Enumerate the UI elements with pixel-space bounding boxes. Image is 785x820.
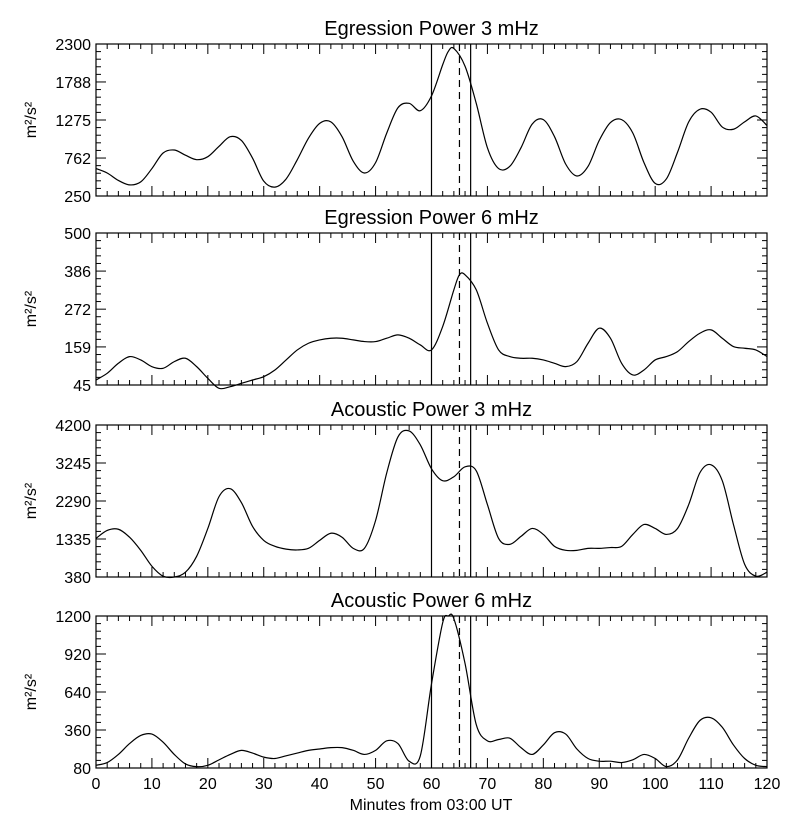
chart-panel-3: Acoustic Power 3 mHz 380 1335 2290 3245 4200 m… [23, 399, 768, 587]
x-tick-label: 120 [754, 776, 781, 793]
y-tick-label: 380 [64, 570, 91, 587]
y-tick-label: 920 [64, 647, 91, 664]
x-tick-label: 110 [698, 776, 724, 793]
y-tick-label: 4200 [55, 418, 91, 435]
y-tick-label: 3245 [55, 456, 91, 473]
y-tick-label: 360 [64, 723, 91, 740]
y-tick-label: 386 [64, 264, 91, 281]
y-tick-label: 2290 [55, 494, 91, 511]
x-tick-label: 100 [642, 776, 669, 793]
chart-panel-4: Acoustic Power 6 mHz803606409201200m²/s²… [23, 590, 780, 793]
x-tick-label: 70 [479, 776, 497, 793]
series-line-1 [95, 613, 768, 768]
x-tick-label: 50 [367, 776, 385, 793]
chart-title: Egression Power 6 mHz [324, 207, 539, 229]
y-tick-label: 45 [73, 378, 91, 395]
x-tick-label: 90 [590, 776, 608, 793]
y-axis-label: m²/s² [23, 101, 40, 138]
x-tick-label: 10 [143, 776, 161, 793]
x-tick-label: 40 [311, 776, 329, 793]
panels: Egression Power 3 mHz 250 762 1275 1788 2300 m… [23, 18, 780, 793]
x-tick-label: 60 [423, 776, 441, 793]
y-tick-label: 762 [64, 151, 91, 168]
chart-title: Acoustic Power 3 mHz [331, 399, 532, 421]
x-tick-label: 20 [199, 776, 217, 793]
x-tick-label: 80 [534, 776, 552, 793]
chart-panel-2: Egression Power 6 mHz 45 159 272 386 500 m²/s² [23, 207, 768, 395]
y-tick-label: 1335 [55, 532, 91, 549]
y-tick-label: 250 [64, 189, 91, 206]
y-tick-label: 159 [64, 340, 91, 357]
y-axis-label: m²/s² [23, 290, 40, 327]
y-tick-label: 80 [73, 761, 91, 778]
y-tick-label: 2300 [55, 37, 91, 54]
series-line-1 [95, 429, 768, 579]
y-axis-label: m²/s² [23, 673, 40, 710]
y-tick-label: 500 [64, 226, 91, 243]
x-tick-label: 30 [255, 776, 273, 793]
chart-panel-1: Egression Power 3 mHz 250 762 1275 1788 2300 m… [23, 18, 768, 206]
x-tick-label: 0 [92, 776, 101, 793]
x-axis-label: Minutes from 03:00 UT [350, 797, 513, 814]
chart-title: Egression Power 3 mHz [324, 18, 539, 40]
y-tick-label: 1275 [55, 113, 91, 130]
y-axis-label: m²/s² [23, 482, 40, 519]
y-tick-label: 272 [64, 302, 91, 319]
series-line-1 [95, 272, 768, 390]
series-line-1 [95, 46, 768, 188]
y-tick-label: 640 [64, 685, 91, 702]
y-tick-label: 1200 [55, 609, 91, 626]
chart-title: Acoustic Power 6 mHz [331, 590, 532, 612]
y-tick-label: 1788 [55, 75, 91, 92]
